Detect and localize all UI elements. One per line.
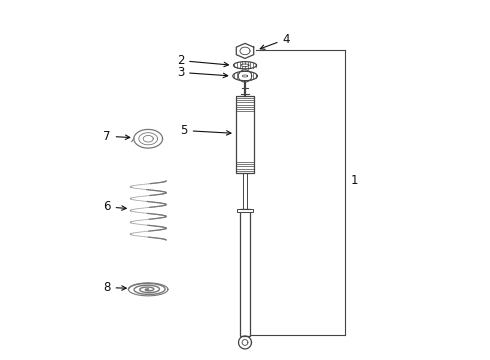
Text: 5: 5 — [180, 124, 231, 137]
Text: 3: 3 — [177, 66, 228, 79]
Text: 2: 2 — [177, 54, 228, 67]
Bar — [236, 96, 254, 173]
Bar — [238, 209, 252, 212]
Text: 6: 6 — [103, 201, 126, 213]
Bar — [240, 209, 250, 336]
Text: 8: 8 — [103, 281, 126, 294]
Text: 7: 7 — [103, 130, 130, 143]
Text: 1: 1 — [351, 174, 358, 186]
Text: 4: 4 — [260, 32, 290, 49]
